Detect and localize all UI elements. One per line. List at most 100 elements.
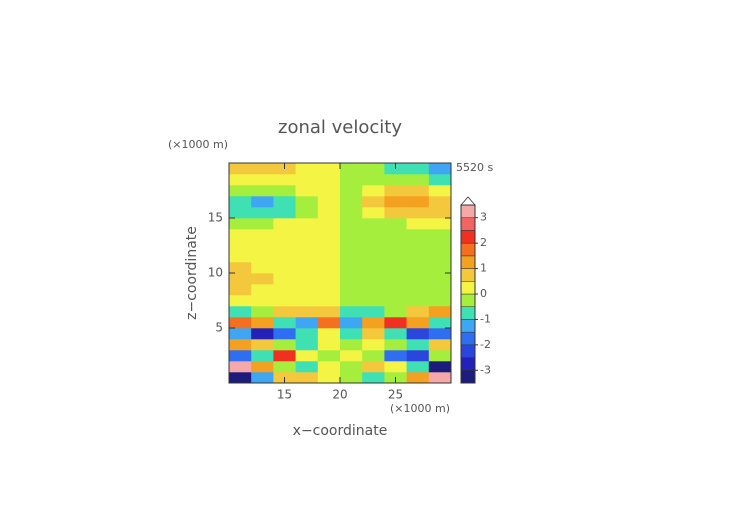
cell [340,273,363,285]
cell [428,350,452,362]
cell [295,284,319,296]
x-unit: (×1000 m) [390,402,450,415]
cell [251,372,274,384]
cell [384,339,407,351]
cell [317,196,341,208]
cell [273,262,296,274]
cell [273,339,296,351]
cell [340,174,363,186]
cell [362,174,385,186]
cell [295,185,319,197]
colorbar-segment [460,217,476,231]
cell [317,317,341,329]
cell [340,317,363,329]
cell [273,328,296,340]
cell [384,317,407,329]
cell [384,196,407,208]
cell [384,218,407,230]
colorbar-tick-label: -3 [480,363,491,376]
cell [340,218,363,230]
cell [340,339,363,351]
colorbar-tick-label: -1 [480,312,491,325]
cell [317,262,341,274]
cell [229,350,252,362]
cell [229,262,252,274]
cell [340,196,363,208]
cell [273,229,296,241]
cell [406,163,430,175]
cell [428,185,452,197]
cell [273,251,296,263]
cell [295,372,319,384]
cell [229,284,252,296]
cell [340,262,363,274]
cell [384,240,407,252]
cell [428,273,452,285]
cell [273,273,296,285]
cell [229,317,252,329]
x-tick-label: 20 [332,388,347,402]
colorbar-segment [460,230,476,244]
cell [317,229,341,241]
cell [340,295,363,307]
cell [251,328,274,340]
cell [384,350,407,362]
chart-title: zonal velocity [278,117,402,138]
cell [229,372,252,384]
cell [229,196,252,208]
cell [295,163,319,175]
cell [229,207,252,219]
cell [428,207,452,219]
cell [362,251,385,263]
cell [229,240,252,252]
cell [406,328,430,340]
cell [251,295,274,307]
cell [406,317,430,329]
cell [251,262,274,274]
colorbar-segment [460,293,476,307]
x-tick-label: 25 [388,388,403,402]
cell [229,218,252,230]
colorbar-segment [460,255,476,269]
cell [362,372,385,384]
cell [317,372,341,384]
cell [251,350,274,362]
cell [317,350,341,362]
cell [406,306,430,318]
cell [317,251,341,263]
cell [295,174,319,186]
colorbar-tick-label: 3 [480,211,487,224]
cell [362,218,385,230]
cell [273,174,296,186]
cell [362,361,385,373]
cell [428,174,452,186]
cell [273,350,296,362]
cell [406,273,430,285]
cell [229,328,252,340]
cell [317,339,341,351]
colorbar-tick-label: 2 [480,236,487,249]
cell [295,317,319,329]
cell [428,328,452,340]
cell [251,163,274,175]
cell [340,229,363,241]
cell [362,163,385,175]
cell [362,229,385,241]
y-tick-label: 15 [208,211,223,225]
cell [229,185,252,197]
cell [428,229,452,241]
x-tick-label: 15 [277,388,292,402]
colorbar-tick-label: -2 [480,338,491,351]
cell [406,372,430,384]
cell [428,163,452,175]
cell [295,339,319,351]
colorbar-segment [460,357,476,371]
cell [340,284,363,296]
cell [273,317,296,329]
cell [251,317,274,329]
cell [428,240,452,252]
cell [362,328,385,340]
cell [428,339,452,351]
cell [295,350,319,362]
cell [362,262,385,274]
